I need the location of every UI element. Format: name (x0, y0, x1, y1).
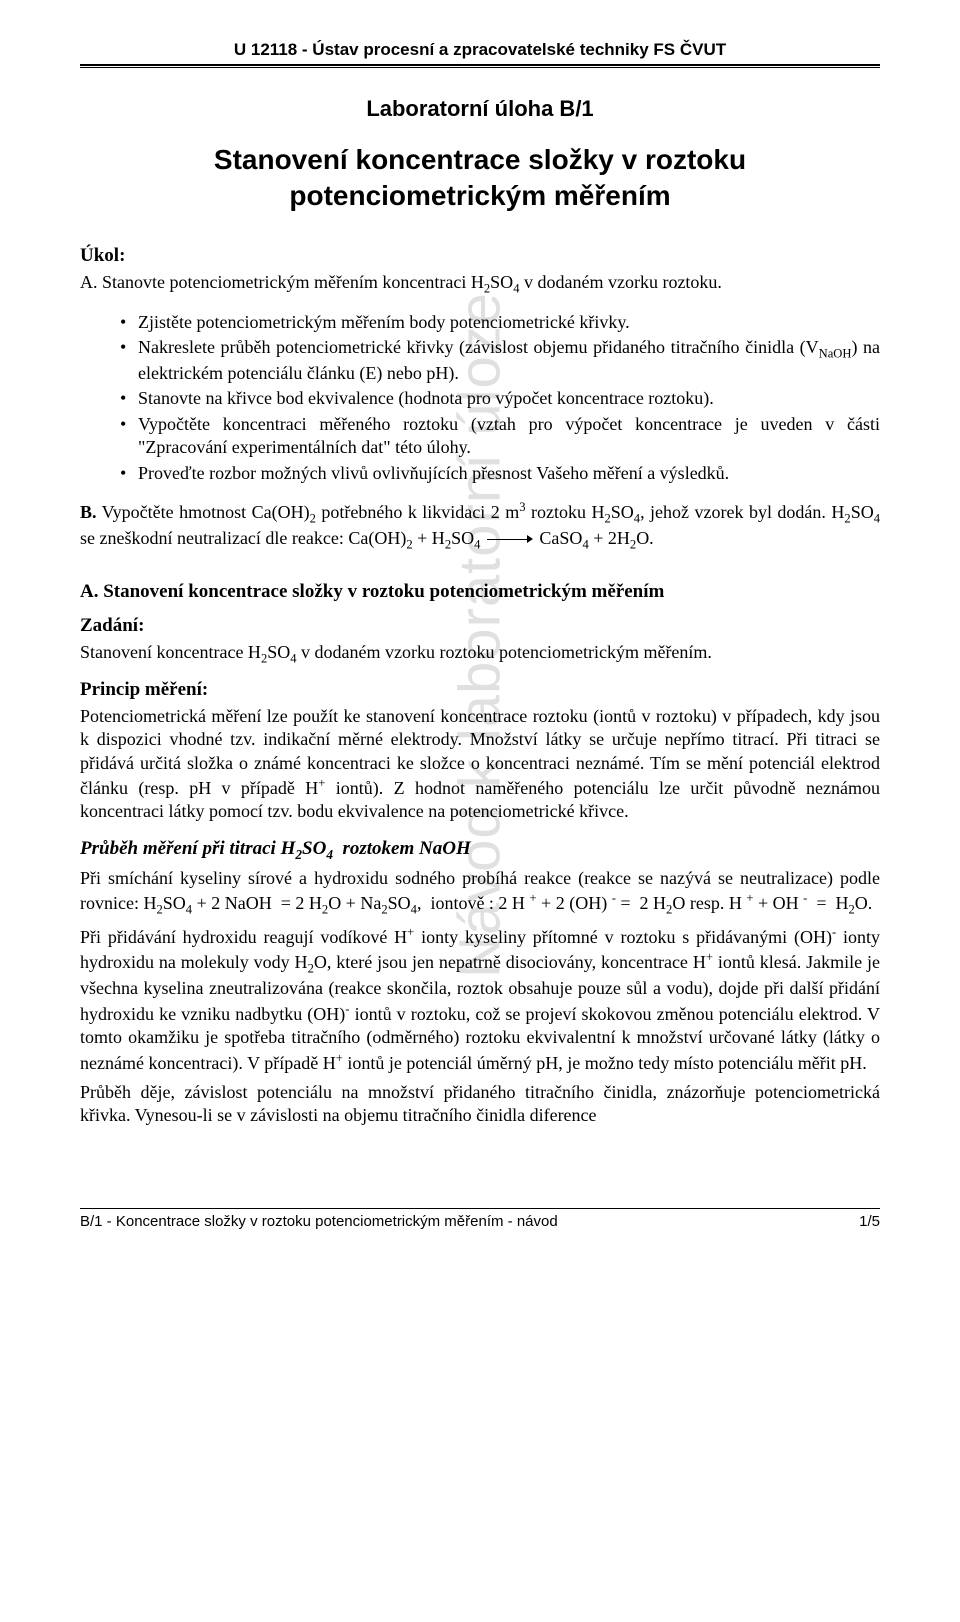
page-content: U 12118 - Ústav procesní a zpracovatelsk… (80, 40, 880, 1230)
princip-heading: Princip měření: (80, 679, 880, 701)
bullet-item: Stanovte na křivce bod ekvivalence (hodn… (120, 387, 880, 410)
header-rule (80, 66, 880, 68)
prubeh-p3: Průběh děje, závislost potenciálu na mno… (80, 1081, 880, 1128)
page-number: 1/5 (859, 1213, 880, 1230)
lab-title: Laboratorní úloha B/1 (80, 96, 880, 122)
footer-rule (80, 1208, 880, 1209)
reaction-arrow-icon (485, 527, 535, 550)
section-a-heading: A. Stanovení koncentrace složky v roztok… (80, 581, 880, 603)
bullet-item: Proveďte rozbor možných vlivů ovlivňujíc… (120, 462, 880, 485)
main-title: Stanovení koncentrace složky v roztoku p… (80, 142, 880, 215)
princip-text: Potenciometrická měření lze použít ke st… (80, 705, 880, 824)
bullet-item: Vypočtěte koncentraci měřeného roztoku (… (120, 413, 880, 460)
footer: B/1 - Koncentrace složky v roztoku poten… (80, 1208, 880, 1230)
main-title-line1: Stanovení koncentrace složky v roztoku (214, 144, 746, 175)
task-b-paragraph: B. Vypočtěte hmotnost Ca(OH)2 potřebného… (80, 499, 880, 553)
zadani-text: Stanovení koncentrace H2SO4 v dodaném vz… (80, 641, 880, 667)
footer-text: B/1 - Koncentrace složky v roztoku poten… (80, 1213, 558, 1230)
task-intro: A. Stanovte potenciometrickým měřením ko… (80, 271, 880, 297)
prubeh-p2: Při přidávání hydroxidu reagují vodíkové… (80, 924, 880, 1075)
prubeh-p1: Při smíchání kyseliny sírové a hydroxidu… (80, 867, 880, 918)
bullet-item: Zjistěte potenciometrickým měřením body … (120, 311, 880, 334)
task-heading: Úkol: (80, 245, 880, 267)
prubeh-heading: Průběh měření při titraci H2SO4 roztokem… (80, 838, 880, 863)
zadani-heading: Zadání: (80, 615, 880, 637)
bullet-item: Nakreslete průběh potenciometrické křivk… (120, 336, 880, 385)
header-institute: U 12118 - Ústav procesní a zpracovatelsk… (80, 40, 880, 66)
task-bullet-list: Zjistěte potenciometrickým měřením body … (80, 311, 880, 485)
main-title-line2: potenciometrickým měřením (289, 180, 670, 211)
